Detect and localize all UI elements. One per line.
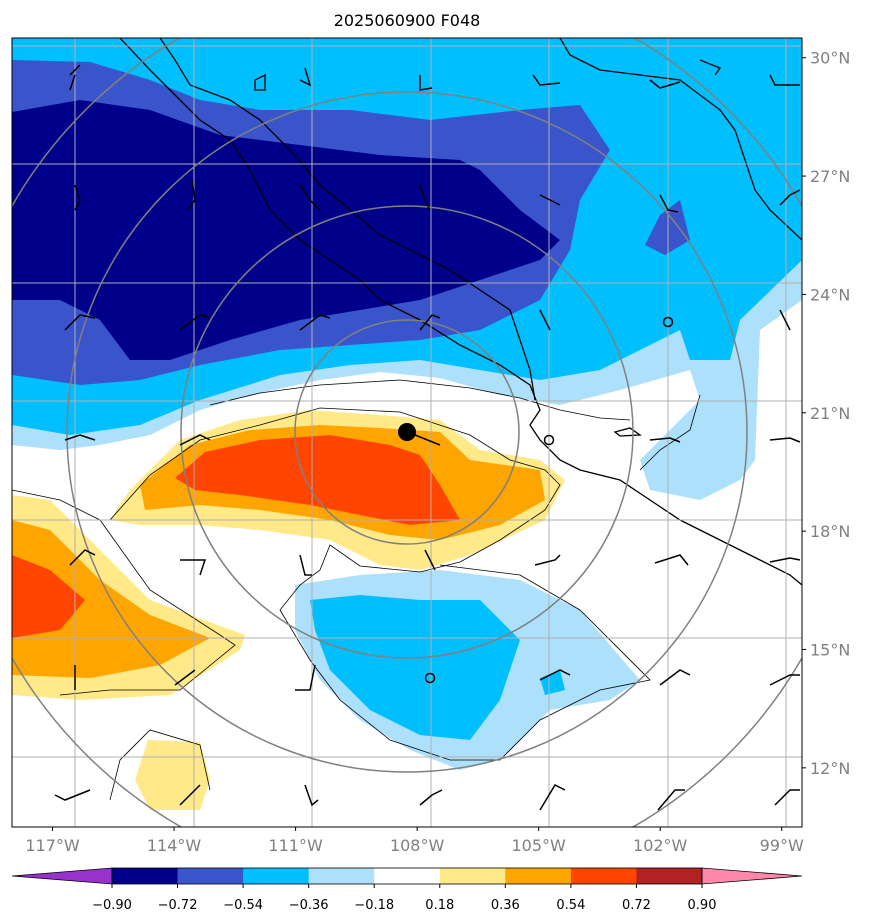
wind-barbs — [54, 64, 801, 811]
contour-lines — [12, 379, 701, 801]
x-tick-label: 105°W — [511, 836, 566, 855]
x-tick-label: 117°W — [25, 836, 80, 855]
calm-wind-markers — [424, 316, 674, 684]
y-tick-label: 30°N — [810, 49, 850, 68]
colorbar-label: 0.72 — [622, 898, 651, 913]
calm-marker — [543, 434, 555, 446]
map-frame — [11, 37, 803, 828]
x-tick-label: 99°W — [760, 836, 804, 855]
colorbar-extend-low — [11, 867, 113, 885]
colorbar-label: −0.54 — [223, 898, 263, 913]
gridlines — [12, 38, 802, 827]
y-tick-label: 21°N — [810, 404, 850, 423]
colorbar-label: 0.90 — [688, 898, 717, 913]
y-tick-label: 27°N — [810, 167, 850, 186]
colorbar-label: −0.18 — [354, 898, 394, 913]
colorbar-bin — [374, 868, 441, 884]
x-tick-label: 102°W — [633, 836, 688, 855]
colorbar-bin — [570, 868, 637, 884]
range-rings — [12, 38, 802, 827]
x-tick-label: 111°W — [268, 836, 323, 855]
colorbar-label: −0.90 — [92, 898, 132, 913]
colorbar-bin — [112, 868, 179, 884]
colorbar-label: 0.18 — [425, 898, 454, 913]
colorbar-outline — [111, 867, 703, 885]
colorbar-label: 0.36 — [491, 898, 520, 913]
contour-fill-neg-dark-blue — [12, 100, 560, 360]
coastlines — [119, 38, 802, 586]
colorbar: −0.90 −0.72 −0.54 −0.36 −0.18 0.18 0.36 0.54 0.7… — [11, 867, 803, 913]
x-tick-label: 108°W — [390, 836, 445, 855]
contour-fill-neg-south-blue — [310, 595, 520, 740]
contour-fill-sw-yellow — [135, 740, 210, 810]
colorbar-bin — [439, 868, 506, 884]
map-panel — [12, 38, 802, 827]
y-tick-label: 15°N — [810, 640, 850, 659]
colorbar-extend-high — [701, 867, 803, 885]
colorbar-bin — [636, 868, 703, 884]
y-tick-label: 24°N — [810, 285, 850, 304]
colorbar-bin — [177, 868, 244, 884]
storm-center-marker — [398, 423, 416, 441]
calm-marker — [424, 672, 436, 684]
x-axis: 117°W 114°W 111°W 108°W 105°W 102°W 99°W — [25, 827, 804, 855]
contour-fill-pos-red — [175, 435, 460, 525]
figure-title: 2025060900 F048 — [334, 11, 481, 30]
colorbar-bin — [243, 868, 310, 884]
calm-marker — [662, 316, 674, 328]
range-ring-3 — [66, 91, 748, 773]
colorbar-label: −0.72 — [158, 898, 198, 913]
x-tick-label: 114°W — [147, 836, 202, 855]
colorbar-label: 0.54 — [556, 898, 585, 913]
y-tick-label: 18°N — [810, 522, 850, 541]
range-ring-2 — [180, 205, 634, 659]
range-ring-1 — [294, 319, 520, 545]
colorbar-bin — [308, 868, 375, 884]
colorbar-label: −0.36 — [289, 898, 329, 913]
colorbar-bin — [505, 868, 572, 884]
y-tick-label: 12°N — [810, 759, 850, 778]
contour-fill-west-red — [12, 555, 85, 638]
y-axis: 30°N 27°N 24°N 21°N 18°N 15°N 12°N — [802, 49, 850, 778]
